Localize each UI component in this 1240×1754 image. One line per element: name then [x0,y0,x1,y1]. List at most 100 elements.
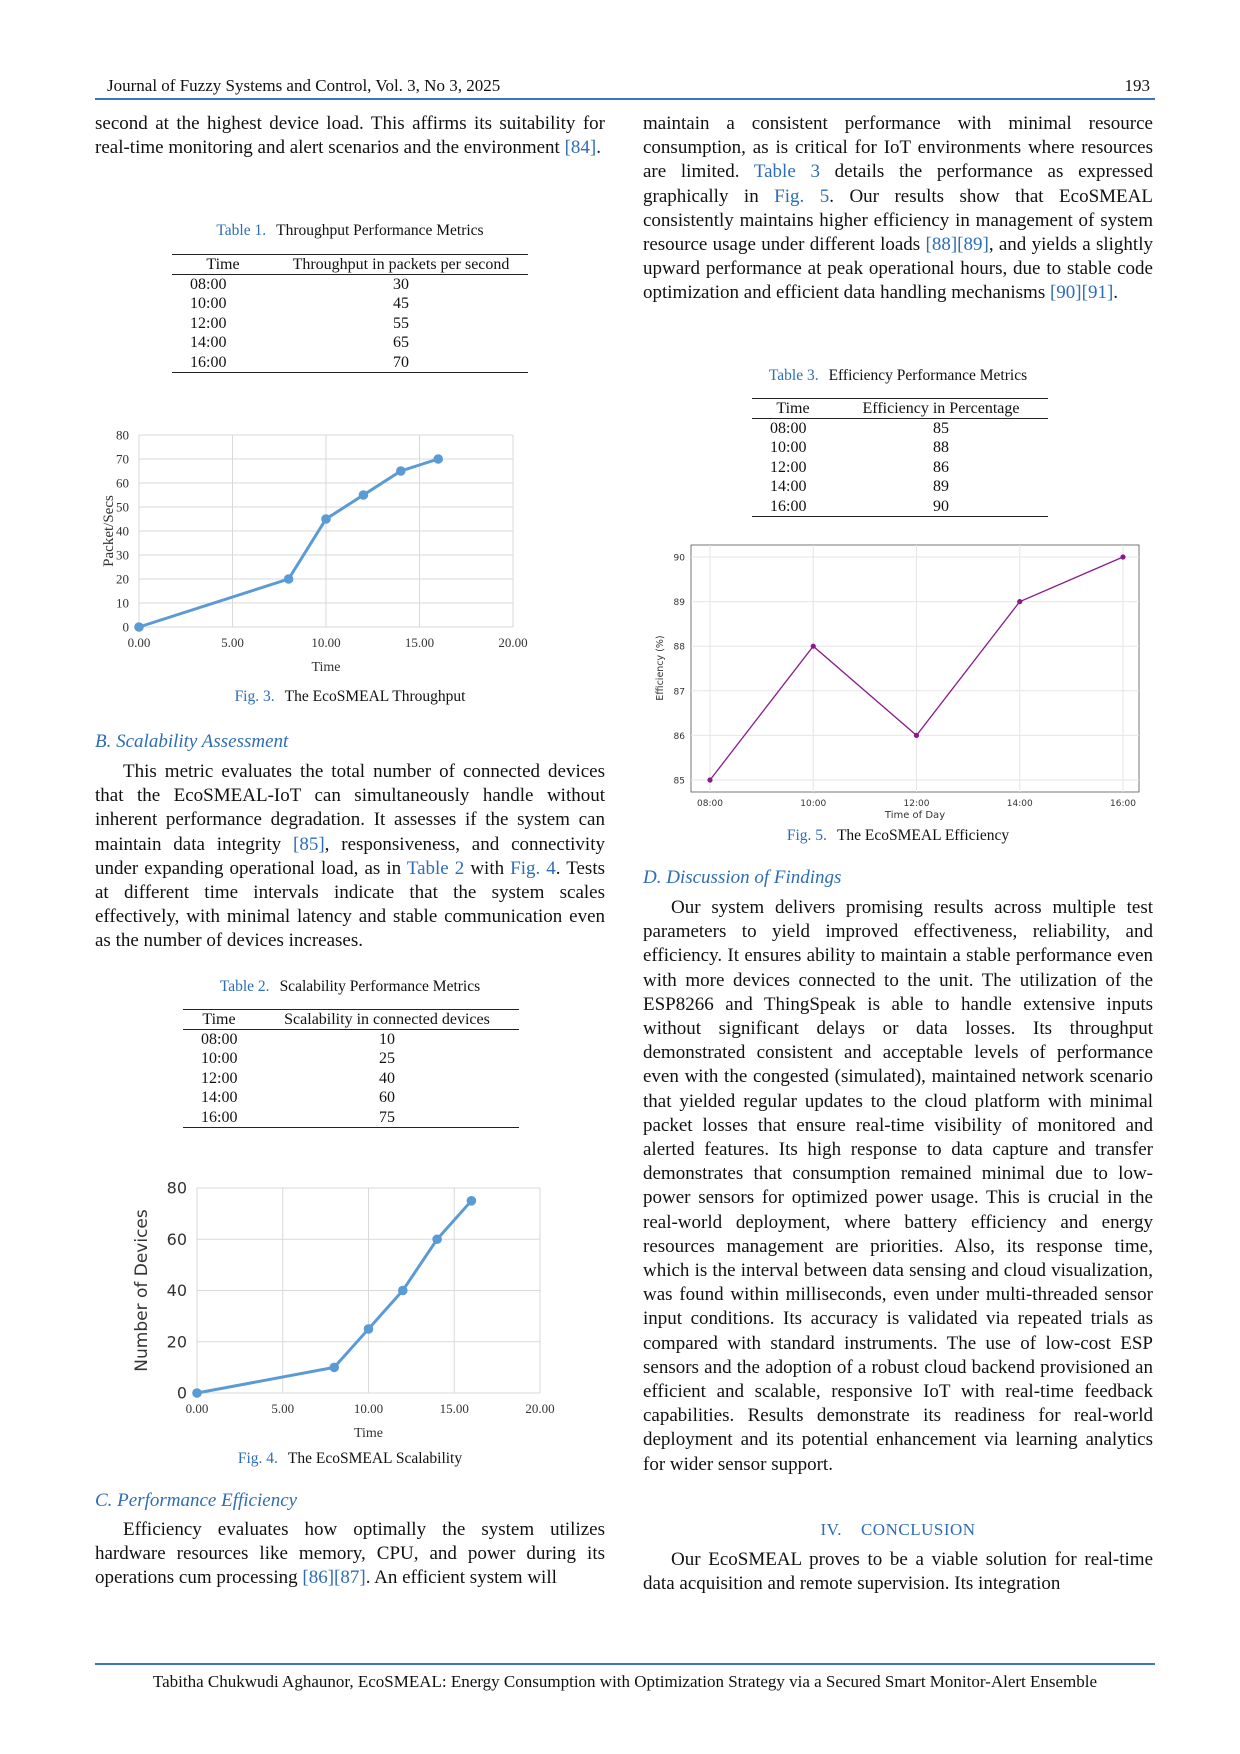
footer-rule [95,1663,1155,1665]
value-cell: 86 [933,458,949,476]
time-cell: 08:00 [201,1031,238,1048]
ref-link[interactable]: [90][91] [1049,282,1114,304]
y-axis-label: Efficiency (%) [655,635,666,700]
table2-caption: Table 2. Scalability Performance Metrics [219,978,481,995]
ref-link[interactable]: [88][89] [925,234,989,256]
table1: Time Throughput in packets per second 08… [172,254,528,374]
table-header: Time [172,254,274,275]
x-tick-label: 0.00 [128,635,151,650]
y-axis-label: Packet/Secs [101,495,117,567]
table1-caption: Table 1. Throughput Performance Metrics [216,222,484,239]
x-tick-label: 15.00 [440,1401,469,1416]
value-cell: 30 [393,276,409,293]
ref-link[interactable]: [84] [564,137,597,159]
series-line [196,1199,473,1395]
data-point [1120,554,1126,560]
table3-link[interactable]: Table 3 [753,161,820,183]
fig4-link[interactable]: Fig. 4 [510,857,556,879]
data-point [810,643,816,649]
x-axis-label: Time [354,1426,383,1441]
table-row: 08:00 10 [183,1030,519,1050]
table-row: 16:00 70 [172,352,528,374]
data-point [433,454,444,464]
data-point [321,514,331,524]
data-point [283,574,294,584]
running-footer: Tabitha Chukwudi Aghaunor, EcoSMEAL: Ene… [152,1672,1098,1691]
value-cell: 85 [933,420,949,437]
data-point [432,1234,442,1245]
data-point [466,1196,477,1206]
fig4-caption: Fig. 4. The EcoSMEAL Scalability [237,1450,463,1467]
y-tick-label: 20 [167,1332,187,1351]
table-row: 14:00 60 [183,1088,519,1107]
section-c-heading: C. Performance Efficiency [95,1490,298,1511]
table2-link[interactable]: Table 2 [406,857,465,879]
time-cell: 12:00 [770,458,807,476]
paragraph-efficiency: Efficiency evaluates how optimally the s… [95,1519,605,1589]
value-cell: 65 [393,334,409,352]
x-tick-label: 10:00 [800,799,826,809]
conclusion-heading: IV. CONCLUSION [820,1520,976,1539]
y-tick-label: 80 [167,1179,187,1198]
x-tick-label: 20.00 [498,635,527,650]
value-cell: 45 [393,295,409,313]
x-tick-label: 14:00 [1007,799,1033,809]
fig4-chart: 0 20 40 60 80 0.00 5.00 10.00 15.00 20.00 Time Numb… [132,1179,555,1441]
x-tick-label: 5.00 [221,635,244,650]
x-axis-label: Time [311,660,340,675]
table-header: Efficiency in Percentage [834,398,1048,419]
y-tick-label: 30 [116,548,129,563]
value-cell: 60 [379,1089,395,1107]
value-cell: 90 [834,496,1048,518]
table-row: 12:00 40 [183,1069,519,1088]
table-row: 14:00 65 [172,333,528,352]
table-header: Time [752,398,834,419]
value-cell: 55 [393,314,409,332]
data-point [192,1388,202,1398]
paragraph-intro: second at the highest device load. This … [95,113,605,159]
value-cell: 40 [379,1069,395,1087]
ref-link[interactable]: [86][87] [302,1567,366,1589]
fig5-caption: Fig. 5. The EcoSMEAL Efficiency [786,827,1010,844]
table-row: 12:00 86 [752,458,1048,477]
section-d-heading: D. Discussion of Findings [643,867,842,888]
fig5-link[interactable]: Fig. 5 [774,185,830,207]
y-tick-label: 40 [116,524,129,539]
table2: Time Scalability in connected devices 08… [183,1009,519,1129]
x-tick-label: 15.00 [405,635,434,650]
time-cell: 14:00 [190,334,227,352]
x-tick-label: 16:00 [1110,799,1136,809]
table-header: Throughput in packets per second [274,254,528,275]
value-cell: 70 [274,352,528,374]
x-tick-label: 12:00 [904,799,930,809]
table-row: 16:00 75 [183,1107,519,1129]
time-cell: 12:00 [201,1069,238,1087]
table-header: Time [183,1009,255,1030]
fig3-caption: Fig. 3. The EcoSMEAL Throughput [234,688,466,705]
value-cell: 10 [379,1031,395,1048]
table-row: 10:00 45 [172,294,528,313]
table-row: 10:00 88 [752,438,1048,457]
time-cell: 08:00 [770,420,807,437]
ref-link[interactable]: [85] [293,833,325,855]
table-row: 10:00 25 [183,1049,519,1068]
x-axis-label: Time of Day [884,810,945,820]
x-tick-label: 5.00 [271,1401,294,1416]
time-cell: 16:00 [183,1107,255,1129]
time-cell: 08:00 [190,276,227,293]
value-cell: 89 [933,478,949,496]
y-tick-label: 88 [674,643,686,653]
y-tick-label: 86 [674,732,686,742]
plot-frame [690,544,1140,793]
data-point [358,490,369,500]
table3-caption: Table 3. Efficiency Performance Metrics [768,367,1028,384]
section-b-heading: B. Scalability Assessment [95,731,289,752]
paragraph-discussion: Our system delivers promising results ac… [643,897,1153,1475]
x-tick-label: 08:00 [697,799,723,809]
table3: Time Efficiency in Percentage 08:00 85 10:… [752,398,1048,518]
y-tick-label: 87 [674,687,685,697]
data-point [329,1362,339,1373]
time-cell: 14:00 [201,1089,238,1107]
fig5-chart: 85 86 87 88 89 90 08:00 10:00 12:00 14:00 16:00 Tim… [655,544,1140,820]
paragraph-continued: maintain a consistent performance with m… [643,113,1153,304]
